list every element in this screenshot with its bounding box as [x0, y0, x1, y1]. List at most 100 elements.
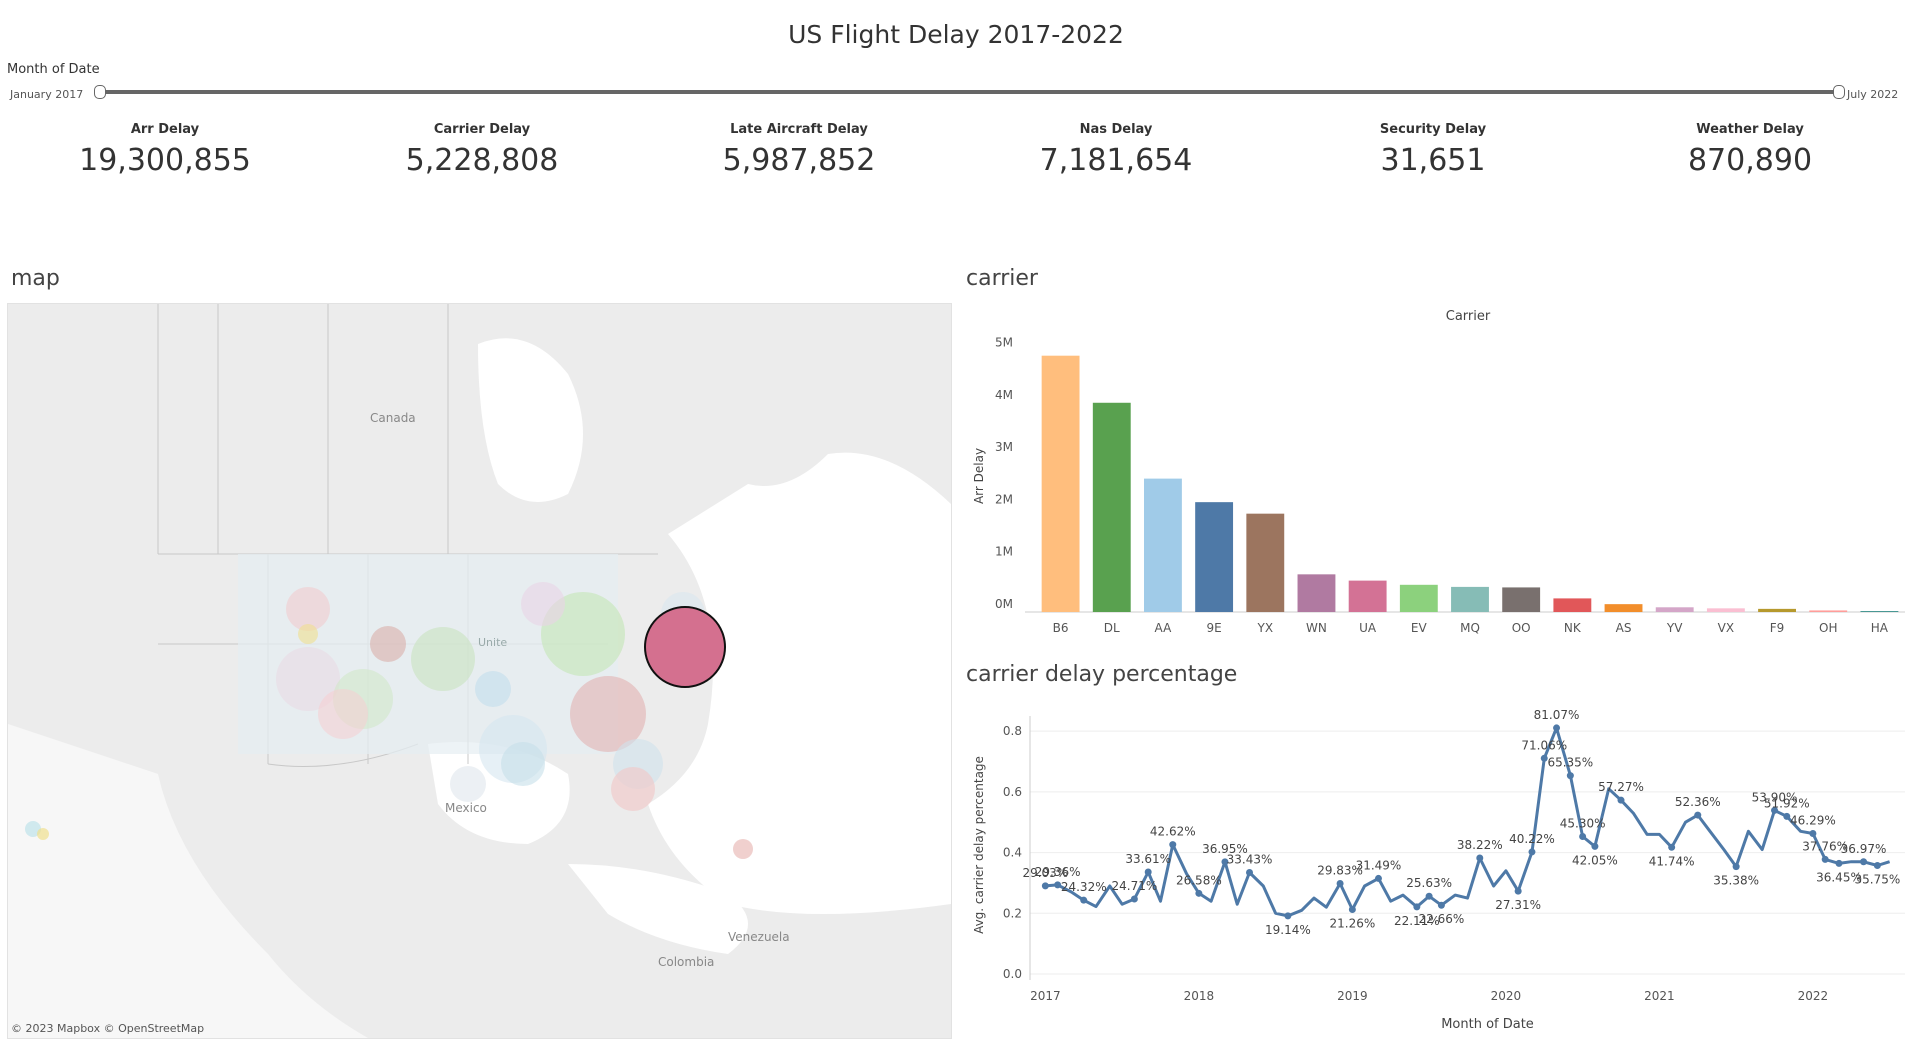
x-tick-label: 2018 — [1184, 989, 1215, 1003]
slider-start-handle[interactable] — [94, 85, 106, 99]
date-filter-label: Month of Date — [7, 62, 100, 77]
kpi-value: 31,651 — [1380, 143, 1486, 178]
data-label: 35.75% — [1854, 872, 1900, 886]
x-tick-label: F9 — [1770, 621, 1785, 635]
airport-bubbles — [25, 582, 753, 859]
hudson-bay — [478, 338, 583, 502]
bar-OH — [1809, 610, 1848, 612]
kpi-value: 5,987,852 — [722, 143, 876, 178]
data-point — [1195, 889, 1203, 897]
atlantic-ocean — [648, 452, 951, 914]
map-attribution: © 2023 Mapbox © OpenStreetMap — [11, 1022, 204, 1035]
data-point — [1668, 843, 1676, 851]
data-label: 35.38% — [1713, 874, 1759, 888]
carrier-section-title: carrier — [966, 266, 1038, 291]
data-label: 29.36% — [1035, 865, 1081, 879]
data-label: 81.07% — [1534, 708, 1580, 722]
x-tick-label: NK — [1564, 621, 1582, 635]
data-point — [1054, 881, 1062, 889]
y-tick-label: 0.8 — [1003, 724, 1022, 738]
date-range-slider[interactable] — [98, 90, 1838, 94]
y-tick-label: 0.6 — [1003, 785, 1022, 799]
data-label: 37.76% — [1802, 839, 1848, 853]
data-point — [1809, 829, 1817, 837]
data-point — [1553, 724, 1561, 732]
x-tick-label: WN — [1306, 621, 1327, 635]
data-point — [1336, 879, 1344, 887]
kpi-label: Security Delay — [1379, 122, 1487, 137]
data-point — [1041, 882, 1049, 890]
x-tick-label: AA — [1155, 621, 1173, 635]
line-chart-ylabel: Avg. carrier delay percentage — [972, 756, 986, 934]
y-tick-label: 1M — [995, 545, 1013, 559]
data-point — [1413, 903, 1421, 911]
bar-chart-ylabel: Arr Delay — [972, 448, 986, 504]
data-label: 57.27% — [1598, 780, 1644, 794]
data-label: 19.14% — [1265, 923, 1311, 937]
kpi-late-aircraft-delay: Late Aircraft Delay 5,987,852 — [669, 122, 929, 178]
data-point — [1425, 892, 1433, 900]
x-tick-label: B6 — [1053, 621, 1069, 635]
data-point — [1284, 912, 1292, 920]
x-tick-label: OH — [1819, 621, 1837, 635]
x-tick-label: 2022 — [1798, 989, 1829, 1003]
bar-YV — [1655, 607, 1694, 612]
data-point — [1540, 754, 1548, 762]
bar-AS — [1604, 604, 1643, 612]
y-tick-label: 0.0 — [1003, 967, 1022, 981]
bar-YX — [1246, 513, 1285, 612]
x-tick-label: YV — [1666, 621, 1683, 635]
data-label: 42.62% — [1150, 825, 1196, 839]
caribbean-sea — [568, 864, 748, 954]
bar-F9 — [1758, 608, 1796, 612]
data-label: 45.30% — [1560, 817, 1606, 831]
label-venezuela: Venezuela — [728, 930, 790, 944]
data-point — [1579, 833, 1587, 841]
kpi-value: 870,890 — [1687, 143, 1813, 178]
date-filter-end: July 2022 — [1847, 88, 1899, 101]
x-tick-label: 2019 — [1337, 989, 1368, 1003]
x-tick-label: 2020 — [1491, 989, 1522, 1003]
data-label: 29.83% — [1317, 863, 1363, 877]
y-tick-label: 4M — [995, 388, 1013, 402]
bar-OO — [1502, 587, 1541, 612]
date-filter-start: January 2017 — [10, 88, 84, 101]
data-label: 22.66% — [1419, 912, 1465, 926]
delay-map[interactable]: Canada Mexico Venezuela Colombia Unite ©… — [7, 303, 952, 1039]
data-point — [1514, 887, 1522, 895]
data-label: 40.22% — [1509, 832, 1555, 846]
data-label: 53.90% — [1752, 790, 1798, 804]
label-canada: Canada — [370, 411, 416, 425]
kpi-nas-delay: Nas Delay 7,181,654 — [986, 122, 1246, 178]
data-label: 36.97% — [1841, 842, 1887, 856]
bar-WN — [1297, 574, 1336, 612]
data-point — [1860, 858, 1868, 866]
data-point — [1835, 859, 1843, 867]
data-point — [1348, 905, 1356, 913]
slider-end-handle[interactable] — [1833, 85, 1845, 99]
kpi-carrier-delay: Carrier Delay 5,228,808 — [352, 122, 612, 178]
kpi-label: Weather Delay — [1696, 122, 1804, 137]
label-united-states: Unite — [478, 636, 507, 649]
data-point — [1783, 812, 1791, 820]
data-point — [1144, 868, 1152, 876]
data-label: 36.45% — [1816, 870, 1862, 884]
kpi-value: 19,300,855 — [79, 143, 251, 178]
data-label: 29.03% — [1022, 866, 1068, 880]
map-canvas[interactable]: Canada Mexico Venezuela Colombia Unite ©… — [8, 304, 951, 1038]
bar-AA — [1144, 478, 1182, 612]
data-label: 33.61% — [1125, 852, 1171, 866]
x-tick-label: EV — [1411, 621, 1428, 635]
x-tick-label: UA — [1359, 621, 1377, 635]
data-point — [1221, 858, 1229, 866]
bar-EV — [1399, 584, 1438, 612]
kpi-label: Carrier Delay — [433, 122, 531, 137]
highlighted-airport-bubble — [644, 606, 726, 688]
data-point — [1246, 869, 1254, 877]
bar-B6 — [1041, 355, 1080, 612]
data-point — [1476, 854, 1484, 862]
kpi-arr-delay: Arr Delay 19,300,855 — [35, 122, 295, 178]
data-label: 41.74% — [1649, 854, 1695, 868]
kpi-label: Arr Delay — [130, 122, 200, 137]
data-label: 65.35% — [1547, 756, 1593, 770]
